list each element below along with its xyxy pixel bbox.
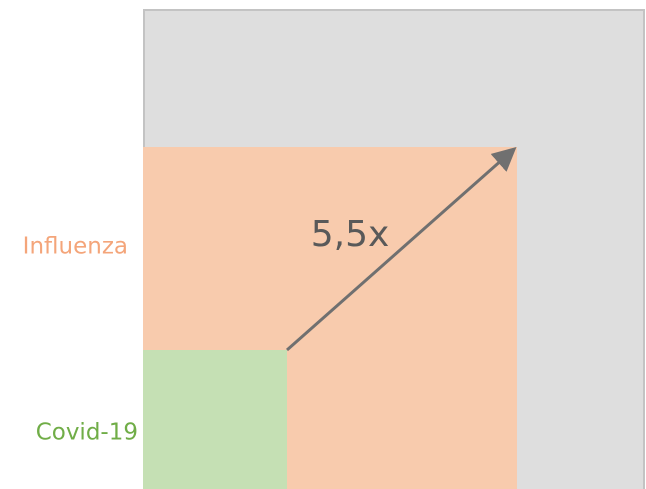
covid-label: Covid-19 xyxy=(36,420,138,446)
growth-arrow xyxy=(286,147,517,352)
influenza-label: Influenza xyxy=(23,234,128,260)
covid-square xyxy=(143,350,287,489)
ratio-label: 5,5x xyxy=(311,214,390,255)
